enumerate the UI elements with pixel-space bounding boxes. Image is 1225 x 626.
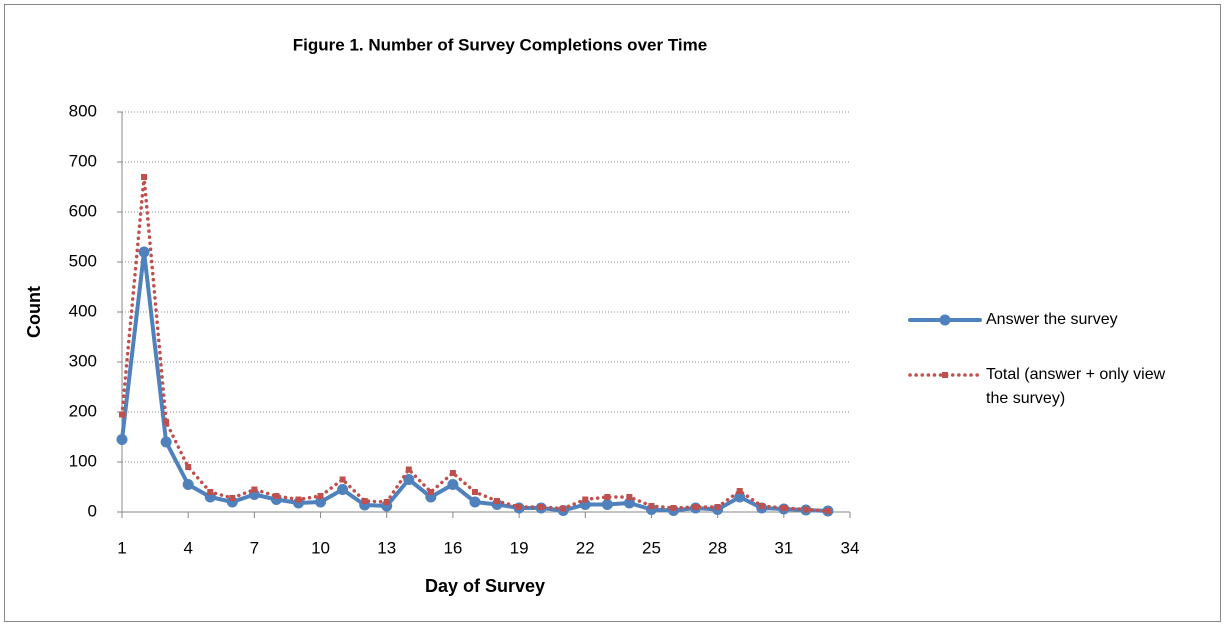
data-point (758, 503, 765, 509)
y-tick-label: 500 (69, 251, 97, 270)
x-tick-label: 34 (841, 538, 860, 557)
data-point (560, 505, 567, 512)
data-point (182, 479, 194, 490)
data-point (383, 499, 390, 505)
data-point (138, 246, 150, 258)
y-tick-label: 600 (69, 201, 97, 220)
x-tick-label: 31 (774, 538, 793, 557)
data-point (273, 493, 280, 499)
data-point (601, 499, 613, 510)
data-point (185, 464, 192, 470)
x-tick-label: 25 (642, 538, 661, 557)
data-point (317, 493, 324, 499)
x-tick-label: 16 (443, 538, 462, 557)
data-point (449, 470, 456, 476)
x-tick-label: 13 (377, 538, 396, 557)
data-point (626, 494, 633, 500)
data-point (648, 503, 655, 509)
x-tick-label: 10 (311, 538, 330, 557)
data-point (582, 496, 589, 503)
data-point (315, 496, 327, 508)
data-point (714, 504, 721, 510)
y-tick-label: 100 (69, 451, 97, 470)
x-tick-label: 28 (708, 538, 727, 557)
data-point (141, 174, 148, 180)
x-tick-label: 1 (117, 538, 126, 557)
data-point (494, 498, 501, 504)
data-point (361, 498, 368, 504)
x-tick-label: 19 (510, 538, 529, 557)
chart-border (4, 4, 1221, 622)
data-point (447, 479, 459, 490)
data-point (692, 504, 699, 510)
x-tick-label: 7 (250, 538, 259, 557)
data-point (670, 505, 677, 511)
data-point (116, 434, 128, 445)
y-axis-title: Count (24, 286, 44, 338)
x-axis-title: Day of Survey (425, 576, 545, 596)
data-point (119, 411, 125, 418)
data-point (427, 489, 434, 495)
x-tick-label: 22 (576, 538, 595, 557)
data-point (604, 494, 611, 500)
y-tick-label: 300 (69, 351, 97, 370)
x-tick-label: 4 (183, 538, 192, 557)
data-point (337, 484, 349, 495)
legend-label: Answer the survey (986, 311, 1118, 328)
legend-label: Total (answer + only view the survey) (986, 366, 1166, 407)
data-point (163, 419, 170, 425)
data-point (229, 495, 236, 501)
data-point (295, 496, 302, 503)
data-point (207, 489, 214, 495)
data-point (516, 504, 523, 510)
data-point (538, 504, 545, 510)
legend-marker (942, 372, 948, 378)
y-tick-label: 0 (88, 501, 97, 520)
y-tick-label: 700 (69, 151, 97, 170)
data-point (471, 489, 478, 495)
legend-line: Answer the survey (986, 311, 1118, 328)
y-tick-label: 400 (69, 301, 97, 320)
y-tick-label: 200 (69, 401, 97, 420)
legend-marker (939, 314, 951, 326)
data-point (623, 497, 635, 509)
data-point (160, 436, 172, 448)
data-point (251, 486, 258, 493)
data-point (469, 496, 481, 508)
data-point (824, 508, 831, 514)
data-point (780, 505, 787, 511)
data-point (403, 474, 415, 485)
legend-line: Total (answer + only view (986, 366, 1166, 383)
data-point (802, 506, 809, 513)
y-tick-label: 800 (69, 101, 97, 120)
chart-title: Figure 1. Number of Survey Completions o… (293, 35, 707, 54)
data-point (736, 488, 743, 494)
data-point (339, 476, 346, 483)
legend-line: the survey) (986, 390, 1065, 407)
data-point (405, 466, 412, 473)
